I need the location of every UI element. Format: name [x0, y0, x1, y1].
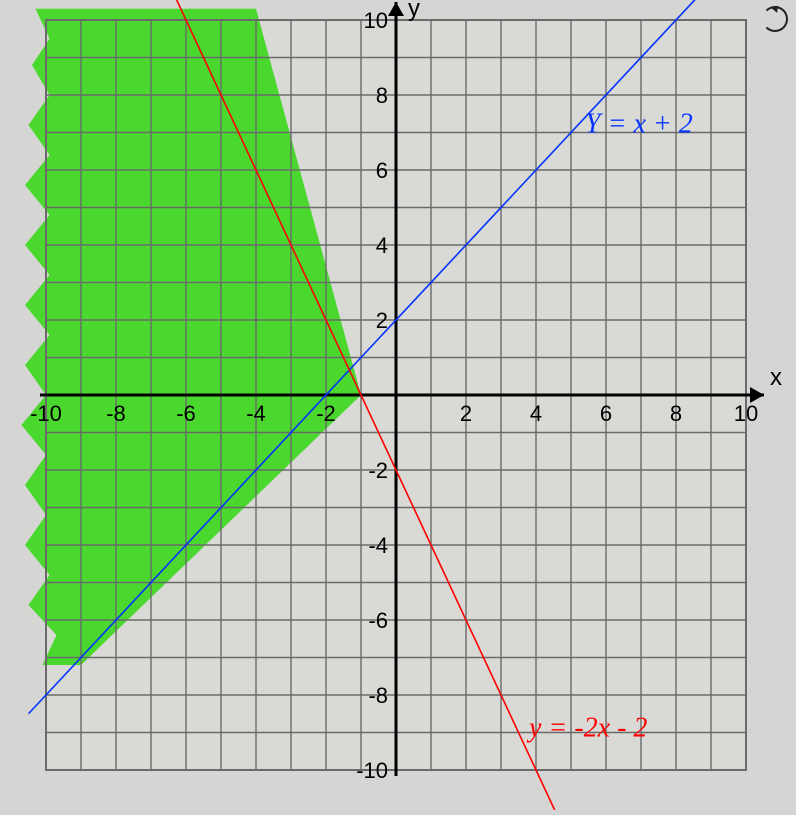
- y-tick-label: 10: [364, 8, 388, 33]
- x-tick-label: 6: [600, 401, 612, 426]
- x-tick-label: -4: [246, 401, 266, 426]
- y-tick-label: -8: [368, 683, 388, 708]
- y-tick-label: 2: [376, 308, 388, 333]
- y-tick-label: -4: [368, 533, 388, 558]
- line-label-0: Y = x + 2: [585, 109, 693, 140]
- refresh-icon[interactable]: [762, 6, 788, 32]
- y-tick-label: 6: [376, 158, 388, 183]
- chart-svg: x y -10 -8 -6 -4 -2 2 4 6 8 10 -10 -8 -6 -4 -2 2 4 6 8 10 Y = …: [0, 0, 796, 810]
- x-tick-label: -10: [30, 401, 62, 426]
- chart-container: x y -10 -8 -6 -4 -2 2 4 6 8 10 -10 -8 -6 -4 -2 2 4 6 8 10 Y = …: [0, 0, 796, 815]
- x-tick-label: 2: [460, 401, 472, 426]
- x-axis-label: x: [770, 364, 782, 391]
- x-tick-label: -6: [176, 401, 196, 426]
- x-tick-label: 10: [734, 401, 758, 426]
- y-tick-label: -2: [368, 458, 388, 483]
- x-tick-label: -2: [316, 401, 336, 426]
- x-tick-label: -8: [106, 401, 126, 426]
- x-tick-label: 4: [530, 401, 542, 426]
- y-tick-label: 4: [376, 233, 388, 258]
- y-axis-label: y: [408, 0, 420, 22]
- line-label-1: y = -2x - 2: [526, 712, 647, 743]
- y-tick-label: -6: [368, 608, 388, 633]
- x-tick-label: 8: [670, 401, 682, 426]
- y-tick-label: -10: [356, 758, 388, 783]
- y-tick-label: 8: [376, 83, 388, 108]
